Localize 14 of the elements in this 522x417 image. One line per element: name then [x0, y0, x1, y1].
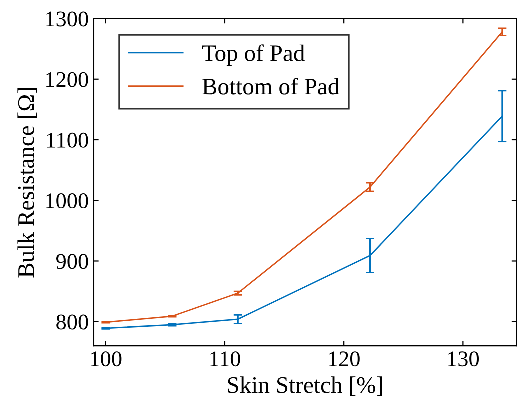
y-tick-label: 1200 — [46, 72, 88, 88]
x-axis-title: Skin Stretch [%] — [228, 376, 382, 396]
x-tick-label: 100 — [91, 352, 122, 367]
legend-label: Top of Pad — [202, 44, 305, 66]
y-tick-label: 800 — [56, 314, 88, 330]
x-tick-label: 120 — [329, 352, 360, 367]
x-tick-label: 110 — [210, 352, 240, 367]
legend-label: Bottom of Pad — [202, 78, 340, 95]
y-axis-title: Bulk Resistance [Ω] — [18, 88, 38, 278]
y-tick-label: 900 — [56, 254, 88, 270]
y-tick-label: 1000 — [46, 194, 88, 209]
y-tick-label: 1300 — [46, 12, 88, 27]
x-tick-label: 130 — [448, 352, 480, 367]
y-tick-label: 1100 — [47, 132, 88, 148]
